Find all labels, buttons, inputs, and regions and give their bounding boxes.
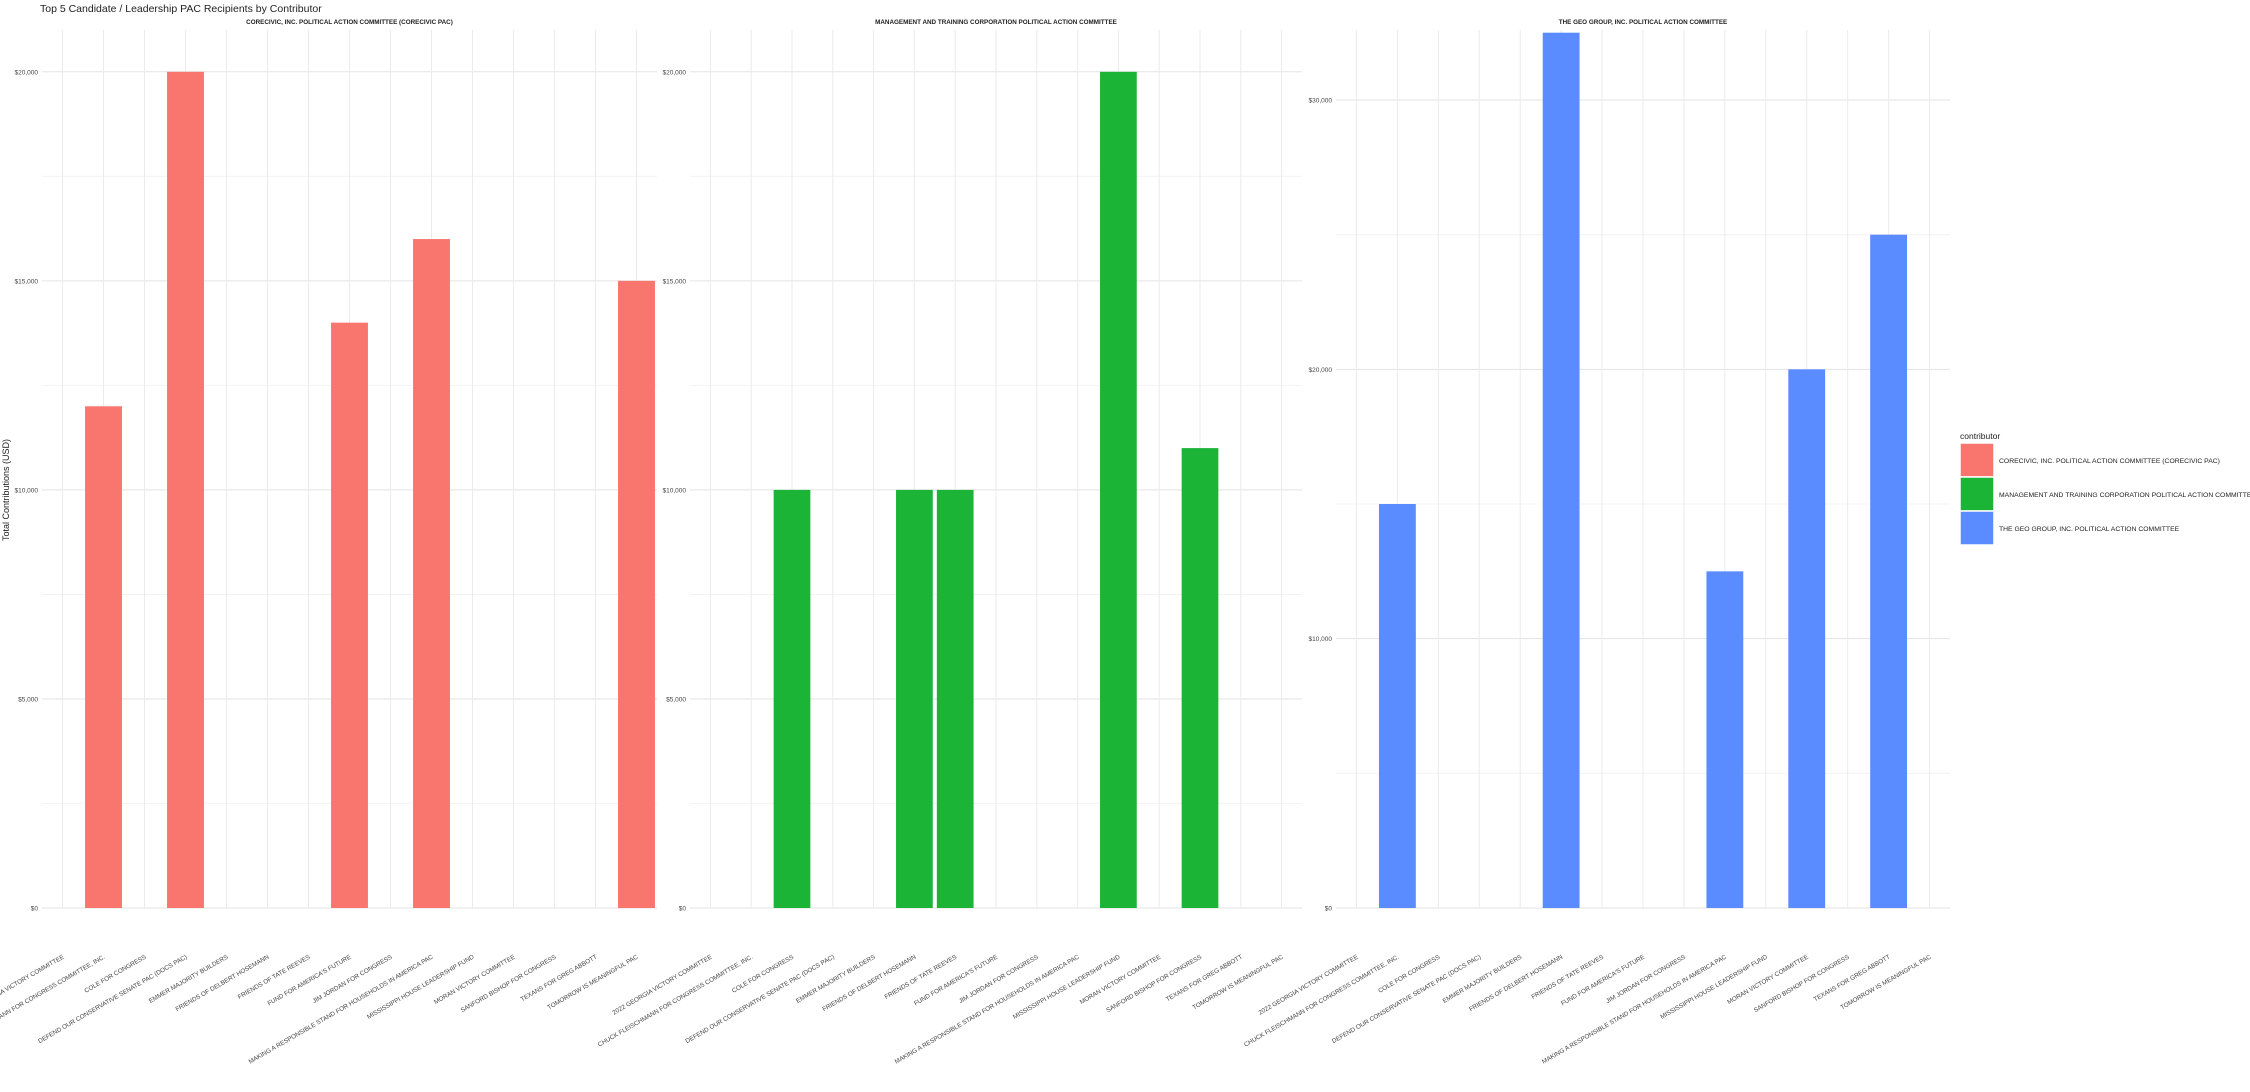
- x-tick-label: DEFEND OUR CONSERVATIVE SENATE PAC (DOCS…: [684, 954, 835, 1045]
- bar-3-14: [1870, 234, 1908, 908]
- x-tick-label: FRIENDS OF TATE REEVES: [1530, 954, 1605, 1001]
- chart-title: Top 5 Candidate / Leadership PAC Recipie…: [40, 3, 322, 15]
- bar-3-10: [1706, 571, 1744, 908]
- bar-1-2: [85, 406, 122, 908]
- x-tick-label: MAKING A RESPONSIBLE STAND FOR HOUSEHOLD…: [894, 953, 1081, 1065]
- facet-title: THE GEO GROUP, INC. POLITICAL ACTION COM…: [1559, 19, 1728, 26]
- y-tick-label: $10,000: [663, 487, 687, 494]
- bar-3-2: [1378, 504, 1416, 908]
- bar-3-6: [1542, 32, 1580, 909]
- y-tick-label: $5,000: [18, 696, 38, 703]
- bar-1-8: [331, 322, 368, 909]
- x-tick-label: MAKING A RESPONSIBLE STAND FOR HOUSEHOLD…: [1541, 953, 1728, 1065]
- bar-1-4: [167, 71, 204, 909]
- x-tick-label: FRIENDS OF TATE REEVES: [883, 954, 958, 1001]
- y-tick-label: $0: [679, 906, 687, 913]
- bar-2-13: [1181, 448, 1219, 908]
- x-tick-label: EMMER MAJORITY BUILDERS: [1442, 954, 1524, 1005]
- legend-swatch: [1959, 476, 1995, 512]
- facet-panel-2: MANAGEMENT AND TRAINING CORPORATION POLI…: [597, 19, 1302, 1066]
- y-tick-label: $0: [1325, 906, 1333, 913]
- legend-label: CORECIVIC, INC. POLITICAL ACTION COMMITT…: [1999, 458, 2220, 465]
- bar-2-7: [936, 489, 974, 908]
- x-tick-label: JIM JORDAN FOR CONGRESS: [958, 954, 1040, 1005]
- x-tick-label: TEXANS FOR GREG ABBOTT: [520, 954, 599, 1004]
- legend-swatch: [1959, 510, 1995, 546]
- x-tick-label: DEFEND OUR CONSERVATIVE SENATE PAC (DOCS…: [1331, 954, 1482, 1045]
- y-tick-label: $20,000: [663, 69, 687, 76]
- bar-2-6: [896, 489, 933, 908]
- x-tick-label: MAKING A RESPONSIBLE STAND FOR HOUSEHOLD…: [248, 953, 435, 1065]
- x-tick-label: FRIENDS OF TATE REEVES: [237, 954, 312, 1001]
- panels-layer: CORECIVIC, INC. POLITICAL ACTION COMMITT…: [0, 19, 1950, 1066]
- legend: contributor CORECIVIC, INC. POLITICAL AC…: [1959, 431, 2250, 546]
- bar-3-12: [1788, 369, 1826, 908]
- y-tick-label: $20,000: [1309, 367, 1333, 374]
- facet-title: MANAGEMENT AND TRAINING CORPORATION POLI…: [875, 19, 1117, 26]
- y-tick-label: $20,000: [15, 69, 39, 76]
- x-tick-label: TEXANS FOR GREG ABBOTT: [1813, 954, 1892, 1004]
- bar-1-15: [618, 280, 655, 908]
- facet-title: CORECIVIC, INC. POLITICAL ACTION COMMITT…: [246, 19, 453, 26]
- bar-2-11: [1100, 71, 1137, 909]
- legend-entries: CORECIVIC, INC. POLITICAL ACTION COMMITT…: [1959, 442, 2250, 546]
- x-tick-label: DEFEND OUR CONSERVATIVE SENATE PAC (DOCS…: [37, 954, 188, 1045]
- facet-panel-3: THE GEO GROUP, INC. POLITICAL ACTION COM…: [1243, 19, 1950, 1066]
- legend-swatch: [1959, 442, 1995, 478]
- y-tick-label: $30,000: [1309, 98, 1333, 105]
- y-tick-label: $10,000: [1309, 636, 1333, 643]
- y-tick-label: $15,000: [663, 278, 687, 285]
- legend-label: THE GEO GROUP, INC. POLITICAL ACTION COM…: [1999, 526, 2180, 533]
- x-tick-label: JIM JORDAN FOR CONGRESS: [312, 954, 394, 1005]
- y-axis-label: Total Contributions (USD): [1, 439, 11, 541]
- x-tick-label: FUND FOR AMERICA'S FUTURE: [913, 954, 999, 1008]
- x-tick-label: MORAN VICTORY COMMITTEE: [1726, 954, 1809, 1006]
- x-tick-label: MORAN VICTORY COMMITTEE: [433, 954, 516, 1006]
- legend-label: MANAGEMENT AND TRAINING CORPORATION POLI…: [1999, 492, 2250, 499]
- y-tick-label: $15,000: [15, 278, 39, 285]
- x-tick-label: JIM JORDAN FOR CONGRESS: [1605, 954, 1687, 1005]
- facet-panel-1: CORECIVIC, INC. POLITICAL ACTION COMMITT…: [0, 19, 657, 1066]
- y-tick-label: $5,000: [666, 696, 686, 703]
- x-tick-label: EMMER MAJORITY BUILDERS: [795, 954, 877, 1005]
- x-tick-label: FUND FOR AMERICA'S FUTURE: [266, 954, 352, 1008]
- bar-1-10: [413, 239, 450, 909]
- y-tick-label: $0: [31, 906, 39, 913]
- x-tick-label: EMMER MAJORITY BUILDERS: [148, 954, 230, 1005]
- y-tick-label: $10,000: [15, 487, 39, 494]
- legend-title: contributor: [1960, 431, 2000, 441]
- x-tick-label: TEXANS FOR GREG ABBOTT: [1165, 954, 1244, 1004]
- bar-2-3: [773, 489, 811, 908]
- x-tick-label: MORAN VICTORY COMMITTEE: [1079, 954, 1162, 1006]
- x-tick-label: FUND FOR AMERICA'S FUTURE: [1560, 954, 1646, 1008]
